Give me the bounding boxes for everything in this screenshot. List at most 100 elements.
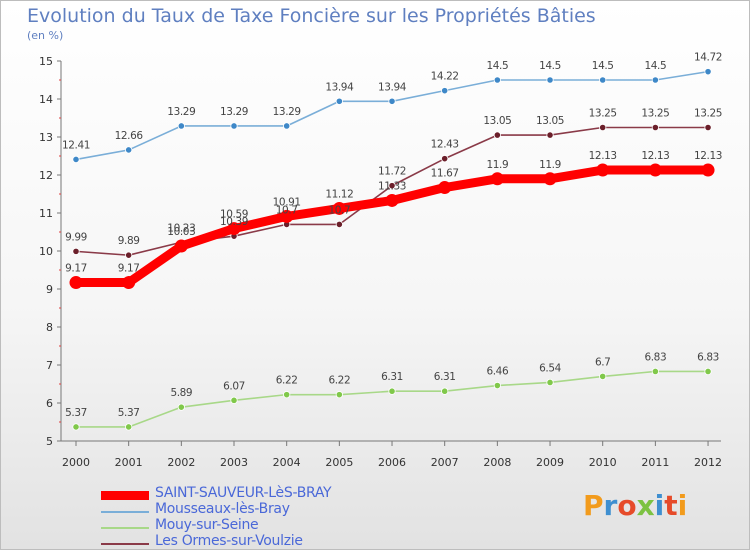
chart-title: Evolution du Taux de Taxe Foncière sur l… — [27, 5, 596, 27]
data-point — [122, 276, 136, 290]
data-point — [177, 122, 185, 130]
y-tick-label: 12 — [39, 169, 53, 182]
y-tick-label: 14 — [39, 93, 53, 106]
data-label: 9.17 — [118, 263, 140, 275]
data-point — [385, 193, 399, 207]
data-label: 9.99 — [65, 231, 87, 243]
data-point — [69, 276, 83, 290]
chart-subtitle: (en %) — [27, 29, 64, 42]
data-label: 10.39 — [220, 216, 248, 228]
x-tick-label: 2007 — [431, 456, 459, 469]
data-point — [704, 123, 712, 132]
y-tick-label: 7 — [46, 359, 53, 372]
data-point — [283, 391, 291, 399]
data-label: 6.46 — [486, 366, 508, 378]
x-tick-label: 2012 — [694, 456, 722, 469]
data-point — [227, 222, 241, 236]
data-point — [441, 87, 449, 95]
data-label: 14.5 — [539, 60, 561, 72]
data-point — [441, 387, 449, 395]
x-tick-label: 2011 — [641, 456, 669, 469]
data-label: 6.83 — [697, 351, 719, 363]
x-tick-label: 2004 — [273, 456, 301, 469]
data-point — [704, 367, 712, 376]
data-point — [335, 220, 343, 228]
data-label: 11.33 — [378, 180, 406, 192]
legend-swatch — [101, 511, 149, 513]
data-label: 12.43 — [431, 139, 459, 151]
data-point — [701, 163, 715, 177]
x-tick-label: 2005 — [325, 456, 353, 469]
y-tick-label: 6 — [46, 397, 53, 410]
data-point — [546, 378, 554, 387]
data-point — [125, 423, 133, 431]
data-label: 13.29 — [220, 106, 248, 118]
data-label: 13.94 — [378, 81, 407, 93]
data-label: 13.25 — [694, 108, 722, 120]
data-point — [596, 163, 610, 177]
data-label: 12.13 — [694, 150, 722, 162]
data-label: 10.7 — [328, 204, 350, 216]
y-tick-label: 5 — [46, 435, 53, 448]
data-label: 10.23 — [167, 222, 195, 234]
data-label: 10.59 — [220, 209, 248, 221]
data-point — [648, 163, 662, 177]
data-label: 13.25 — [589, 108, 617, 120]
data-label: 11.9 — [539, 159, 561, 171]
y-tick-label: 9 — [46, 283, 53, 296]
data-point — [230, 122, 238, 130]
data-point — [177, 403, 185, 411]
data-point — [72, 423, 80, 431]
data-label: 10.03 — [167, 226, 195, 238]
data-label: 6.22 — [328, 375, 350, 387]
data-point — [651, 367, 659, 376]
data-label: 14.5 — [486, 60, 508, 72]
data-label: 6.31 — [381, 371, 403, 383]
data-point — [388, 387, 396, 395]
data-label: 12.13 — [589, 150, 617, 162]
data-label: 11.67 — [431, 168, 459, 180]
data-point — [125, 251, 133, 259]
data-point — [493, 76, 501, 84]
data-point — [280, 209, 294, 223]
data-label: 11.12 — [325, 188, 353, 200]
data-label: 10.7 — [276, 204, 298, 216]
data-label: 6.31 — [434, 371, 456, 383]
data-point — [125, 146, 133, 154]
data-label: 5.37 — [118, 407, 140, 419]
y-tick-label: 11 — [39, 207, 53, 220]
data-point — [704, 68, 712, 76]
data-label: 14.72 — [694, 52, 722, 64]
data-label: 10.91 — [273, 196, 301, 208]
data-label: 6.7 — [595, 356, 611, 368]
data-point — [72, 247, 80, 255]
data-point — [599, 123, 607, 132]
x-tick-label: 2000 — [62, 456, 90, 469]
legend-swatch — [101, 543, 149, 545]
data-point — [546, 76, 554, 84]
data-point — [546, 131, 554, 139]
data-point — [332, 201, 346, 215]
data-point — [599, 76, 607, 84]
legend-label: Mousseaux-lès-Bray — [155, 501, 290, 517]
data-point — [335, 391, 343, 399]
legend-swatch — [101, 527, 149, 529]
data-label: 6.07 — [223, 380, 245, 392]
data-label: 5.37 — [65, 407, 87, 419]
data-point — [230, 396, 238, 404]
x-tick-label: 2006 — [378, 456, 406, 469]
data-point — [651, 123, 659, 132]
legend-label: Mouy-sur-Seine — [155, 517, 259, 533]
data-label: 9.17 — [65, 263, 87, 275]
x-tick-label: 2010 — [589, 456, 617, 469]
data-point — [174, 239, 188, 253]
data-label: 13.05 — [483, 115, 511, 127]
data-point — [388, 182, 396, 190]
data-point — [599, 372, 607, 380]
y-tick-label: 10 — [39, 245, 53, 258]
legend-label: SAINT-SAUVEUR-LèS-BRAY — [155, 485, 332, 501]
data-label: 12.13 — [641, 150, 669, 162]
data-label: 6.83 — [644, 351, 666, 363]
